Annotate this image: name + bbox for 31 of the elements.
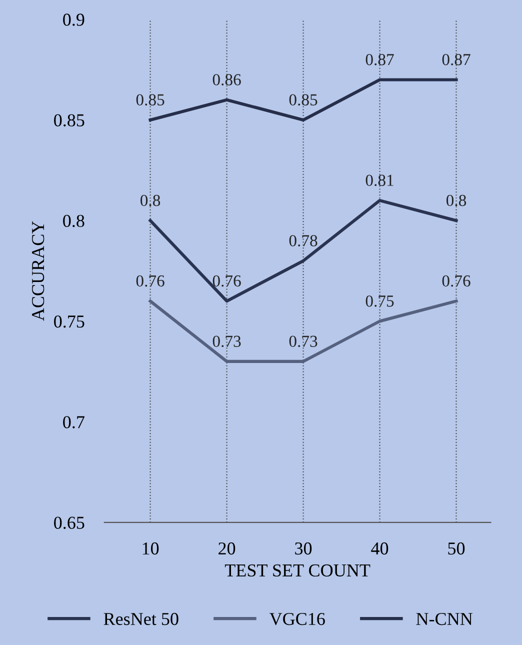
y-tick-label: 0.75 [54,315,84,328]
data-label: 0.81 [366,174,394,186]
data-label: 0.8 [140,194,160,206]
data-label: 0.76 [136,275,164,287]
y-tick-label: 0.8 [63,214,84,228]
data-label: 0.85 [136,94,164,106]
data-label: 0.76 [212,275,241,287]
x-tick-label: 20 [218,542,236,555]
data-label: 0.86 [212,74,241,86]
y-tick-label: 0.9 [63,14,84,26]
legend-label: VGC16 [269,612,325,626]
data-label: 0.73 [212,336,241,348]
data-label: 0.78 [289,235,318,246]
x-tick-label: 10 [142,542,159,555]
data-label: 0.87 [366,54,394,66]
data-label: 0.76 [442,275,470,287]
y-axis-title: ACCURACY [32,221,44,321]
x-tick-label: 50 [448,542,465,555]
legend-label: N-CNN [416,612,472,626]
y-tick-label: 0.85 [54,114,84,126]
x-tick-label: 40 [371,542,388,555]
data-label: 0.87 [442,54,470,66]
x-tick-label: 30 [295,542,312,555]
y-tick-label: 0.7 [63,416,84,428]
data-label: 0.85 [289,94,318,106]
y-tick-label: 0.65 [54,516,84,529]
data-label: 0.73 [289,336,318,348]
x-axis-title: TEST SET COUNT [224,564,370,577]
data-label: 0.75 [366,295,394,307]
legend-label: ResNet 50 [104,612,178,626]
data-label: 0.8 [446,194,466,206]
